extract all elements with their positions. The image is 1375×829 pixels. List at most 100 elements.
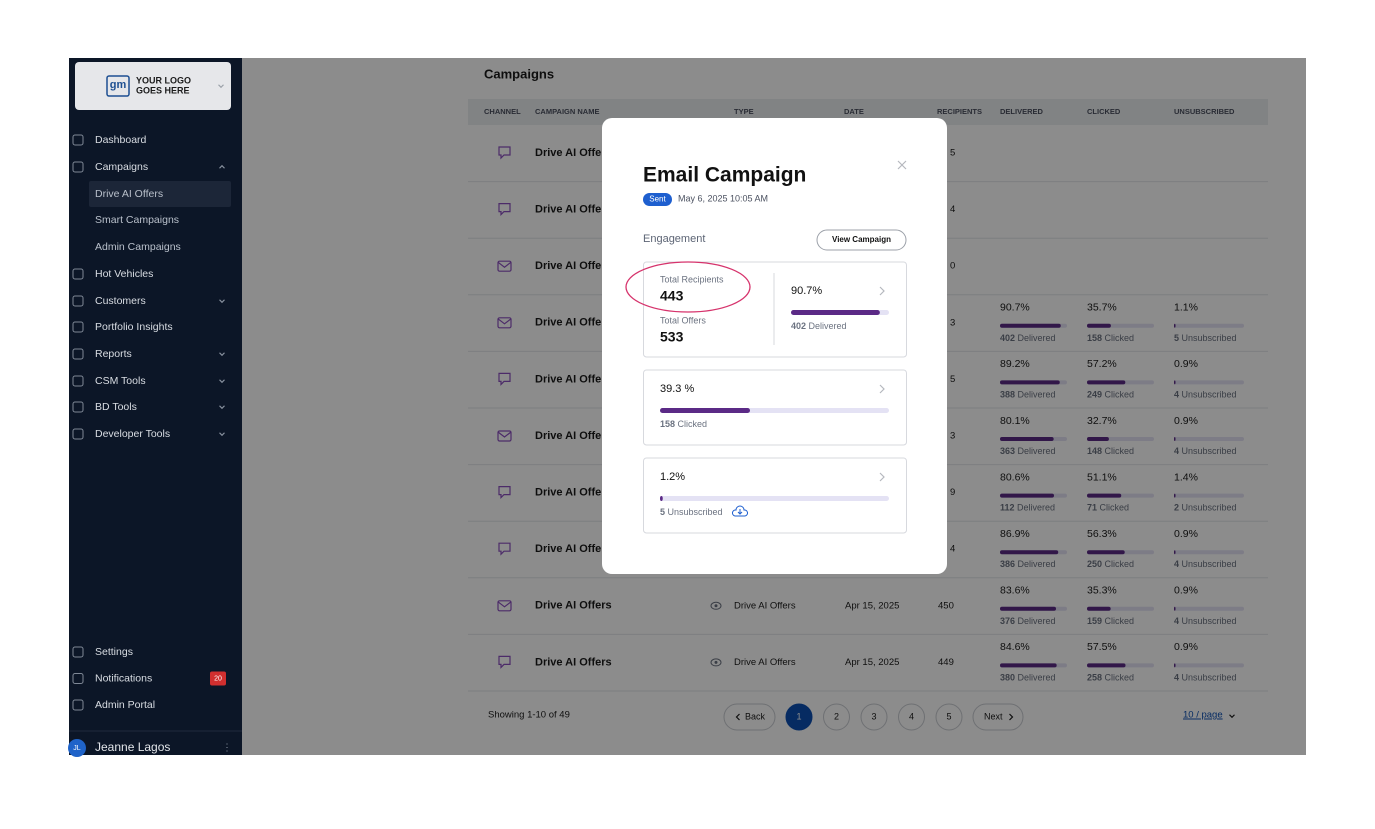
count-label: Delivered <box>1018 333 1056 343</box>
chevron-icon <box>219 405 225 410</box>
nav-item[interactable]: Campaigns <box>95 161 148 173</box>
nav-item[interactable]: Dashboard <box>95 134 147 146</box>
view-icon <box>714 660 718 664</box>
modal-title: Email Campaign <box>643 164 806 187</box>
progress-track <box>1174 550 1244 555</box>
total-recipients-label: Total Recipients <box>660 274 724 284</box>
count-label: Clicked <box>1105 616 1135 626</box>
campaign-name[interactable]: Drive AI Offers <box>535 430 612 442</box>
campaign-name[interactable]: Drive AI Offers <box>535 317 612 329</box>
total-offers: 533 <box>660 329 684 345</box>
count-label: Unsubscribed <box>1182 673 1237 683</box>
column-header: DATE <box>844 107 864 116</box>
nav-item[interactable]: BD Tools <box>95 401 137 413</box>
campaign-type: Drive AI Offers <box>734 657 796 668</box>
campaign-name[interactable]: Drive AI Offers <box>535 656 612 668</box>
page-button[interactable] <box>823 703 850 731</box>
page-button[interactable] <box>785 703 813 731</box>
page-button[interactable] <box>860 703 888 731</box>
nav-icon <box>72 268 84 280</box>
metric-count: 4 Unsubscribed <box>1174 390 1237 400</box>
recipients: 4 <box>950 544 955 555</box>
metric-percent: 57.5% <box>1087 641 1117 653</box>
column-header: TYPE <box>734 107 754 116</box>
next-button[interactable] <box>972 703 1024 731</box>
progress-bar <box>1087 493 1122 498</box>
nav-item[interactable]: Portfolio Insights <box>95 321 173 333</box>
nav-item[interactable]: CSM Tools <box>95 375 146 387</box>
metric-percent: 32.7% <box>1087 415 1117 427</box>
metric-percent: 80.6% <box>1000 471 1030 483</box>
metric-card <box>643 261 907 358</box>
close-button[interactable] <box>897 160 907 170</box>
nav-item[interactable]: Developer Tools <box>95 428 170 440</box>
nav-item[interactable]: Drive AI Offers <box>95 188 163 200</box>
logo-box[interactable] <box>75 62 231 110</box>
campaign-name[interactable]: Drive AI Offers <box>535 487 612 499</box>
count-label: Delivered <box>1017 503 1055 513</box>
campaign-name[interactable]: Drive AI Offers <box>535 260 612 272</box>
sms-icon <box>498 486 511 500</box>
count-number: 158 <box>1087 333 1102 343</box>
nav-item[interactable]: Hot Vehicles <box>95 268 153 280</box>
metric-count: 4 Unsubscribed <box>1174 616 1237 626</box>
progress-bar <box>1000 550 1059 555</box>
count-label: Unsubscribed <box>1182 446 1237 456</box>
page-button[interactable] <box>898 703 925 731</box>
nav-icon <box>72 348 84 360</box>
campaign-name[interactable]: Drive AI Offers <box>535 204 612 216</box>
nav-icon <box>72 699 84 711</box>
nav-item[interactable]: Admin Portal <box>95 699 155 711</box>
nav-icon <box>72 321 84 333</box>
campaign-name[interactable]: Drive AI Offers <box>535 543 612 555</box>
view-campaign-button[interactable] <box>816 229 907 251</box>
nav-item[interactable]: Admin Campaigns <box>95 241 181 253</box>
nav-item[interactable]: Notifications <box>95 672 152 684</box>
metric-percent: 0.9% <box>1174 415 1198 427</box>
campaign-name[interactable]: Drive AI Offers <box>535 147 612 159</box>
metric-percent: 0.9% <box>1174 358 1198 370</box>
email-icon <box>497 431 512 438</box>
nav-item[interactable]: Smart Campaigns <box>95 214 179 226</box>
logo-mark <box>106 75 130 97</box>
nav-icon <box>72 401 84 413</box>
metric-card <box>643 457 907 534</box>
metric-percent: 1.4% <box>1174 471 1198 483</box>
metric-percent: 56.3% <box>1087 528 1117 540</box>
card-count: 402 Delivered <box>791 321 847 331</box>
email-icon <box>497 260 512 272</box>
progress-track <box>1174 663 1244 668</box>
showing-count: Showing 1-10 of 49 <box>488 710 570 721</box>
count-number: 5 <box>1174 333 1179 343</box>
progress-bar <box>660 408 750 413</box>
progress-bar <box>1000 663 1057 668</box>
progress-bar <box>1087 437 1109 441</box>
campaign-name[interactable]: Drive AI Offers <box>535 373 612 385</box>
nav-item[interactable]: Reports <box>95 348 132 360</box>
total-recipients: 443 <box>660 288 684 304</box>
recipients: 0 <box>950 261 955 272</box>
download-icon[interactable] <box>731 505 749 517</box>
badge-count: 20 <box>214 675 222 682</box>
metric-percent: 35.3% <box>1087 585 1117 597</box>
page-size[interactable]: 10 / page <box>1183 710 1223 721</box>
view-campaign-label: View Campaign <box>832 235 891 244</box>
count-number: 4 <box>1174 560 1179 570</box>
card-count: 5 Unsubscribed <box>660 507 723 517</box>
recipients: 3 <box>950 431 955 442</box>
count-number: 4 <box>1174 446 1179 456</box>
campaign-name[interactable]: Drive AI Offers <box>535 600 612 612</box>
count-number: 4 <box>1174 390 1179 400</box>
column-header: DELIVERED <box>1000 107 1044 116</box>
status-text: Sent <box>649 195 666 204</box>
count-number: 159 <box>1087 616 1102 626</box>
sms-icon <box>498 372 511 386</box>
sms-icon <box>498 203 511 217</box>
metric-count: 380 Delivered <box>1000 673 1056 683</box>
nav-item[interactable]: Settings <box>95 646 133 658</box>
metric-count: 159 Clicked <box>1087 616 1134 626</box>
count-label: Delivered <box>1018 560 1056 570</box>
back-button[interactable] <box>723 703 776 731</box>
page-button[interactable] <box>935 703 963 731</box>
nav-item[interactable]: Customers <box>95 295 146 307</box>
